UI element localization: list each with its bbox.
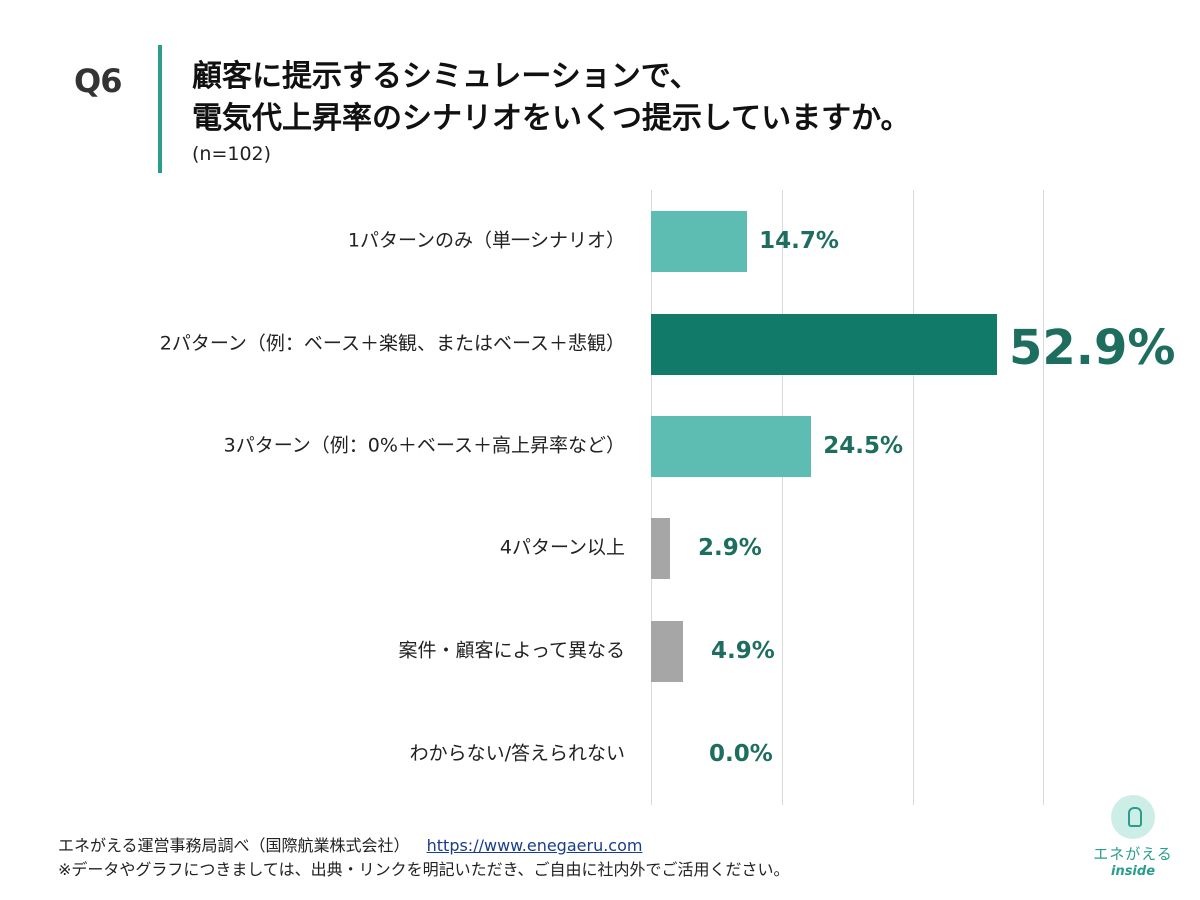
bar — [651, 620, 684, 682]
logo-sub-text: inside — [1110, 864, 1156, 879]
title-line-1: 顧客に提示するシミュレーションで、 — [192, 59, 700, 94]
value-label: 2.9% — [697, 535, 762, 561]
lightbulb-icon — [1111, 795, 1155, 839]
category-label: わからない/答えられない — [409, 742, 625, 765]
bar — [651, 517, 670, 579]
category-label: 4パターン以上 — [499, 536, 625, 559]
sample-size: (n=102) — [192, 143, 272, 165]
title-divider — [158, 45, 162, 173]
category-label: 案件・顧客によって異なる — [398, 639, 625, 662]
category-label: 3パターン（例：0%＋ベース＋高上昇率など） — [223, 434, 625, 457]
source-text: エネがえる運営事務局調べ（国際航業株式会社） — [58, 836, 410, 855]
bar — [651, 415, 812, 477]
chart-title: 顧客に提示するシミュレーションで、 電気代上昇率のシナリオをいくつ提示しています… — [192, 56, 911, 140]
value-label: 52.9% — [1008, 320, 1176, 376]
gridline — [912, 190, 914, 805]
logo-brand-text: エネがえる — [1093, 845, 1173, 863]
source-link[interactable]: https://www.enegaeru.com — [426, 836, 643, 855]
value-label: 14.7% — [759, 228, 839, 254]
category-label: 2パターン（例：ベース＋楽観、またはベース＋悲観） — [159, 332, 625, 355]
value-label: 0.0% — [709, 741, 773, 767]
source-line: エネがえる運営事務局調べ（国際航業株式会社） https://www.enega… — [58, 832, 642, 856]
bar — [651, 313, 997, 375]
gridline — [781, 190, 783, 805]
brand-logo: エネがえる inside — [1083, 795, 1183, 885]
title-line-2: 電気代上昇率のシナリオをいくつ提示していますか。 — [192, 101, 911, 136]
gridline — [1043, 190, 1045, 805]
usage-note: ※データやグラフにつきましては、出典・リンクを明記いただき、ご自由に社内外でご活… — [58, 860, 790, 879]
bar — [651, 210, 748, 272]
value-label: 24.5% — [823, 433, 904, 459]
value-label: 4.9% — [711, 638, 775, 664]
gridline — [651, 190, 652, 805]
question-number: Q6 — [74, 62, 122, 100]
category-label: 1パターンのみ（単一シナリオ） — [347, 229, 625, 252]
